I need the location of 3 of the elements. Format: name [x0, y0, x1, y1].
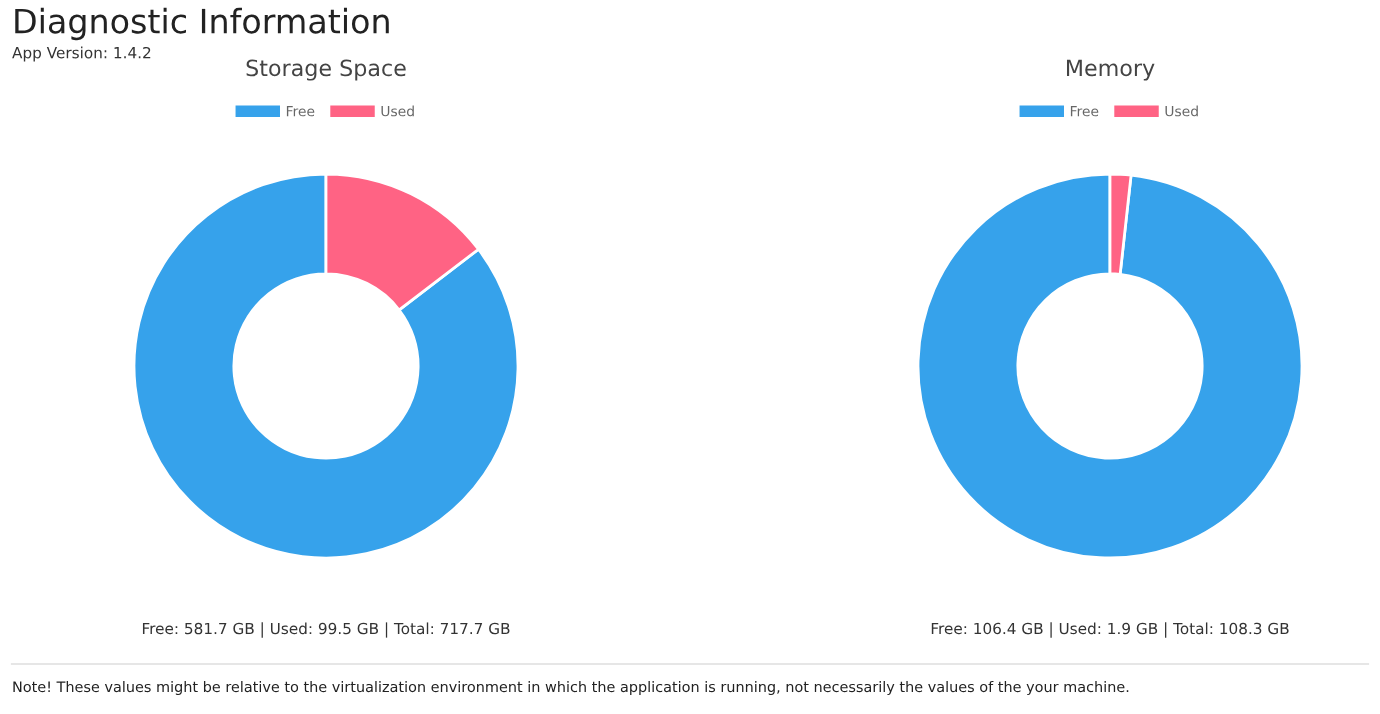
chart-title: Memory	[1066, 59, 1155, 81]
chart-title: Storage Space	[246, 59, 406, 81]
text: Diagnostic Information	[15, 7, 389, 41]
